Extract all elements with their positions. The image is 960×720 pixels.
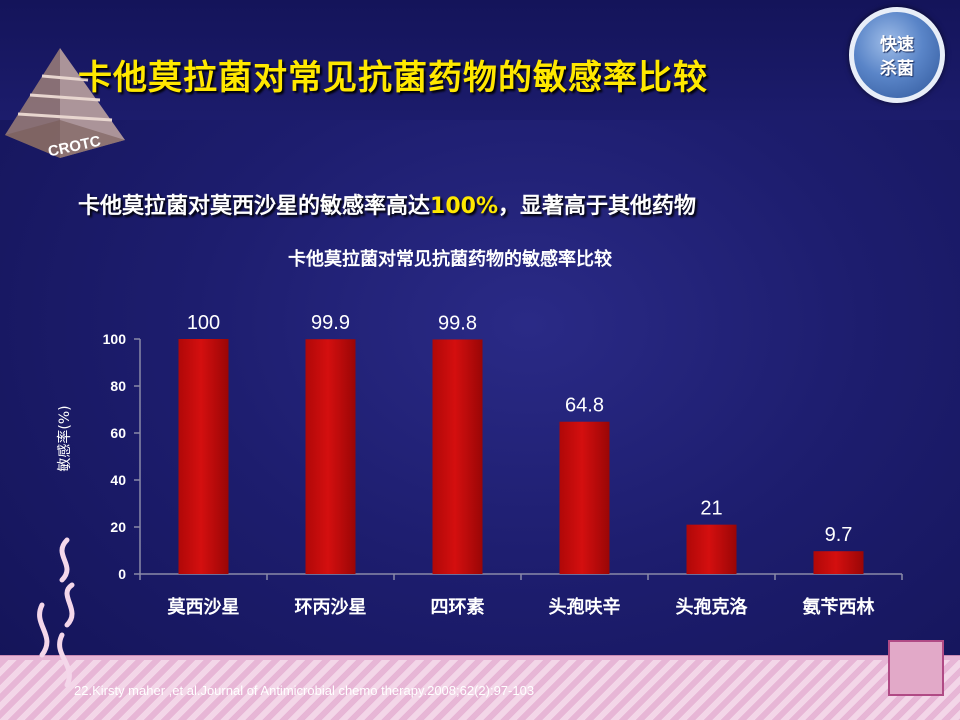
- x-category-label: 头孢呋辛: [549, 596, 621, 618]
- bar-value-label: 64.8: [565, 395, 604, 417]
- bar-value-label: 21: [700, 498, 722, 520]
- footer-pattern-band: [0, 660, 960, 720]
- bar-value-label: 9.7: [825, 524, 853, 546]
- x-category-label: 莫西沙星: [167, 597, 240, 618]
- x-category-label: 氨苄西林: [803, 596, 875, 618]
- y-axis-label: 敏感率(%): [56, 405, 73, 471]
- bar-value-label: 99.9: [311, 312, 350, 334]
- subtitle-highlight: 100%: [430, 194, 498, 219]
- y-tick-label: 40: [110, 472, 126, 488]
- y-tick-label: 0: [118, 566, 126, 582]
- y-tick-label: 60: [110, 425, 126, 441]
- x-category-label: 环丙沙星: [295, 597, 367, 618]
- footer-border: [0, 655, 960, 664]
- badge-line-2: 杀菌: [880, 59, 914, 79]
- calligraphy-decoration: [37, 537, 75, 688]
- quick-kill-badge: 快速 杀菌: [849, 7, 945, 103]
- title-band: [0, 0, 960, 120]
- bar-value-label: 100: [187, 312, 220, 334]
- y-tick-label: 100: [103, 331, 127, 347]
- red-seal-stamp: [888, 640, 944, 696]
- x-category-label: 四环素: [431, 597, 485, 618]
- slide-subtitle: 卡他莫拉菌对莫西沙星的敏感率高达100%，显著高于其他药物: [78, 188, 696, 220]
- x-category-label: 头孢克洛: [676, 596, 749, 618]
- y-tick-label: 20: [110, 519, 126, 535]
- bar-四环素: [432, 339, 483, 574]
- bar-头孢呋辛: [559, 421, 610, 574]
- bar-value-label: 99.8: [438, 312, 477, 334]
- bar-氨苄西林: [813, 551, 864, 574]
- bar-莫西沙星: [178, 339, 229, 574]
- subtitle-suffix: ，显著高于其他药物: [497, 194, 696, 219]
- crotc-pyramid-logo: CROTC: [5, 48, 125, 160]
- reference-citation: 22.Kirsty maher ,et al.Journal of Antimi…: [74, 683, 535, 698]
- chart-title: 卡他莫拉菌对常见抗菌药物的敏感率比较: [288, 249, 612, 270]
- slide-title: 卡他莫拉菌对常见抗菌药物的敏感率比较: [78, 58, 708, 98]
- subtitle-prefix: 卡他莫拉菌对莫西沙星的敏感率高达: [78, 194, 431, 219]
- bar-头孢克洛: [686, 524, 737, 574]
- y-tick-label: 80: [110, 378, 126, 394]
- badge-line-1: 快速: [880, 35, 914, 55]
- bar-环丙沙星: [305, 339, 356, 574]
